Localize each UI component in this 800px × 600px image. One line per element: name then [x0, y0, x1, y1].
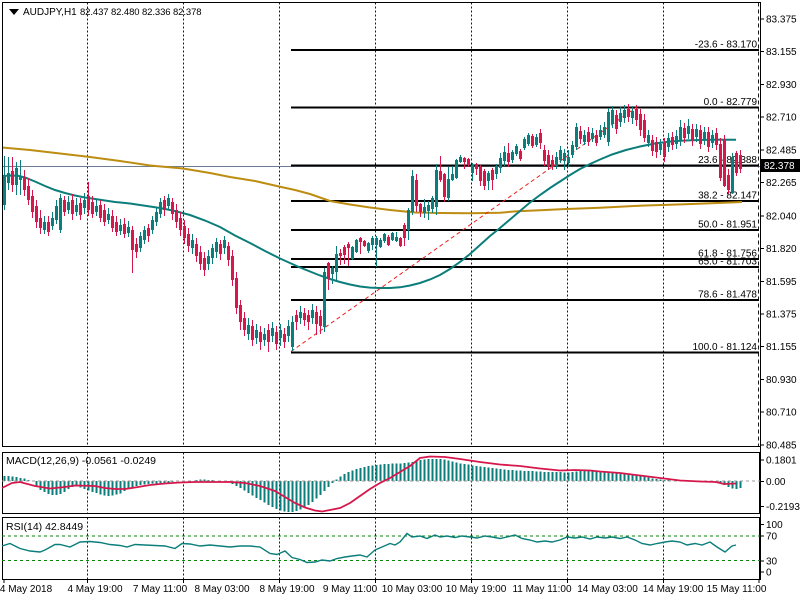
svg-text:30: 30: [766, 557, 778, 568]
svg-text:7 May 11:00: 7 May 11:00: [133, 584, 188, 595]
svg-text:-0.2193: -0.2193: [766, 502, 800, 513]
svg-text:15 May 11:00: 15 May 11:00: [707, 584, 767, 595]
svg-text:8 May 19:00: 8 May 19:00: [259, 584, 314, 595]
svg-text:100.0 - 81.124: 100.0 - 81.124: [693, 342, 758, 353]
svg-text:78.6 - 81.478: 78.6 - 81.478: [698, 290, 757, 301]
svg-text:82.485: 82.485: [766, 146, 797, 157]
svg-text:83.375: 83.375: [766, 14, 797, 25]
svg-text:82.930: 82.930: [766, 80, 797, 91]
svg-text:0.0 - 82.779: 0.0 - 82.779: [704, 97, 758, 108]
svg-text:81.155: 81.155: [766, 342, 797, 353]
svg-text:10 May 19:00: 10 May 19:00: [446, 584, 507, 595]
svg-text:81.820: 81.820: [766, 244, 797, 255]
svg-text:14 May 03:00: 14 May 03:00: [577, 584, 638, 595]
svg-text:4 May 19:00: 4 May 19:00: [67, 584, 122, 595]
svg-text:10 May 03:00: 10 May 03:00: [382, 584, 443, 595]
svg-text:AUDJPY,H1: AUDJPY,H1: [23, 7, 77, 18]
svg-text:4 May 2018: 4 May 2018: [0, 584, 53, 595]
svg-text:80.485: 80.485: [766, 440, 797, 451]
svg-text:8 May 03:00: 8 May 03:00: [194, 584, 249, 595]
svg-text:81.595: 81.595: [766, 277, 797, 288]
svg-text:83.155: 83.155: [766, 47, 797, 58]
svg-text:82.437 82.480 82.336 82.378: 82.437 82.480 82.336 82.378: [80, 7, 201, 18]
svg-text:82.710: 82.710: [766, 113, 797, 124]
svg-text:23.6 - 82.388: 23.6 - 82.388: [698, 155, 757, 166]
svg-text:RSI(14) 42.8449: RSI(14) 42.8449: [6, 521, 83, 533]
svg-text:14 May 19:00: 14 May 19:00: [643, 584, 704, 595]
svg-text:100: 100: [766, 520, 783, 531]
svg-text:80.930: 80.930: [766, 375, 797, 386]
svg-text:70: 70: [766, 532, 778, 543]
svg-text:9 May 11:00: 9 May 11:00: [323, 584, 378, 595]
svg-text:0: 0: [766, 568, 772, 579]
svg-text:80.710: 80.710: [766, 408, 797, 419]
svg-text:-23.6 - 83.170: -23.6 - 83.170: [695, 39, 758, 50]
svg-text:65.0 - 81.703: 65.0 - 81.703: [698, 256, 757, 267]
svg-text:38.2 - 82.147: 38.2 - 82.147: [698, 191, 757, 202]
svg-text:0.1801: 0.1801: [766, 456, 797, 467]
svg-text:81.375: 81.375: [766, 309, 797, 320]
svg-text:82.378: 82.378: [764, 161, 795, 172]
svg-text:0.00: 0.00: [766, 477, 786, 488]
svg-text:61.8 - 81.756: 61.8 - 81.756: [698, 248, 757, 259]
svg-text:11 May 11:00: 11 May 11:00: [512, 584, 572, 595]
svg-text:MACD(12,26,9) -0.0561 -0.0249: MACD(12,26,9) -0.0561 -0.0249: [6, 455, 156, 467]
svg-text:82.265: 82.265: [766, 178, 797, 189]
svg-text:50.0 - 81.951: 50.0 - 81.951: [698, 220, 757, 231]
svg-text:82.040: 82.040: [766, 211, 797, 222]
